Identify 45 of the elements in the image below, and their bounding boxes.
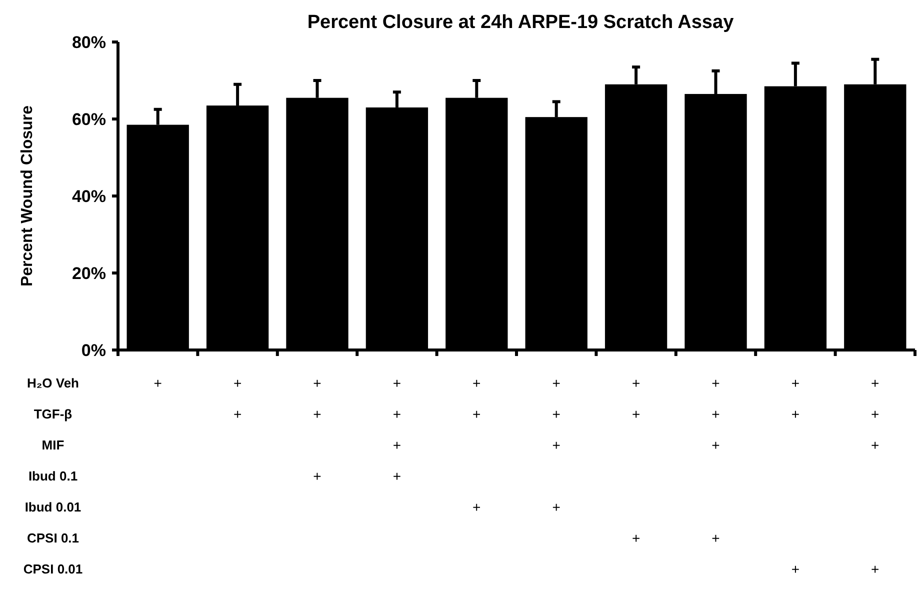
text: + xyxy=(871,436,880,453)
y-tick-label: 40% xyxy=(72,186,106,206)
chart-title: Percent Closure at 24h ARPE-19 Scratch Assay xyxy=(307,12,734,33)
text: + xyxy=(712,436,720,453)
text: + xyxy=(154,374,162,391)
text: + xyxy=(392,436,402,453)
text: + xyxy=(871,406,880,422)
text: + xyxy=(392,468,402,484)
text: + xyxy=(712,374,720,391)
category-label: Ibud 0.1 xyxy=(28,468,78,484)
category-label: Ibud 0.01 xyxy=(24,500,82,515)
y-tick-label: 0% xyxy=(81,340,106,360)
text: + xyxy=(552,374,560,391)
text: + xyxy=(552,406,560,422)
text: + xyxy=(552,498,560,515)
category-label: CPSI 0.1 xyxy=(26,530,80,546)
y-tick-label: 20% xyxy=(72,264,106,283)
text: + xyxy=(233,374,242,391)
text: + xyxy=(632,406,640,422)
text: + xyxy=(233,406,242,422)
y-tick-label: 80% xyxy=(72,32,106,52)
text: + xyxy=(392,374,402,391)
text: + xyxy=(313,374,322,391)
text: + xyxy=(472,406,481,422)
text: + xyxy=(791,560,800,577)
text: + xyxy=(712,406,720,422)
y-axis-title: Percent Wound Closure xyxy=(19,105,36,287)
text: + xyxy=(313,406,322,422)
y-tick-label: 60% xyxy=(72,110,106,129)
category-label: H₂O Veh xyxy=(26,376,80,391)
text: + xyxy=(552,436,560,453)
text: + xyxy=(632,374,640,391)
text: + xyxy=(472,498,481,515)
text: + xyxy=(712,530,720,546)
category-label: MIF xyxy=(42,438,64,453)
text: + xyxy=(791,374,800,391)
text: + xyxy=(392,406,402,422)
text: + xyxy=(871,374,880,391)
text: + xyxy=(871,560,880,577)
category-label: CPSI 0.01 xyxy=(23,562,83,577)
category-label: TGF-β xyxy=(34,406,72,422)
text: + xyxy=(791,406,800,422)
text: + xyxy=(313,468,322,484)
text: + xyxy=(472,374,481,391)
text: + xyxy=(632,530,640,546)
